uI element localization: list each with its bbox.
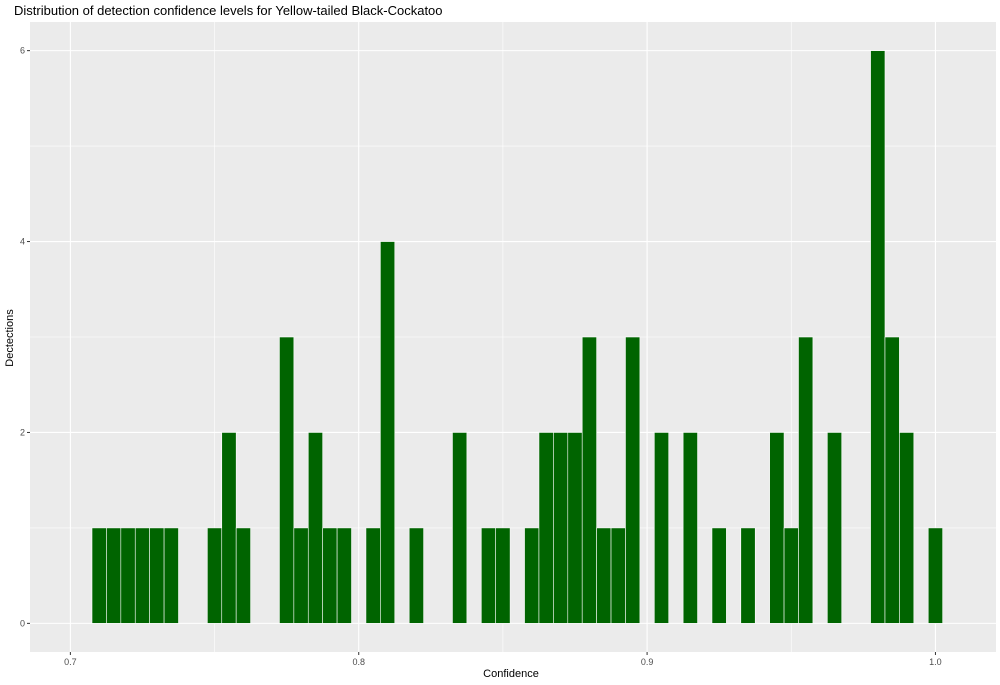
histogram-bars: [91, 50, 943, 624]
chart-title: Distribution of detection confidence lev…: [14, 3, 443, 18]
histogram-bar: [870, 50, 886, 624]
x-tick-label: 1.0: [929, 657, 942, 667]
histogram-bar: [91, 527, 107, 624]
histogram-bar: [783, 527, 799, 624]
histogram-bar: [163, 527, 179, 624]
y-tick-label: 2: [20, 427, 25, 437]
histogram-bar: [610, 527, 626, 624]
histogram-bar: [495, 527, 511, 624]
histogram-bar: [120, 527, 136, 624]
histogram-bar: [149, 527, 165, 624]
histogram-bar: [524, 527, 540, 624]
y-tick-label: 0: [20, 618, 25, 628]
histogram-bar: [380, 241, 396, 624]
histogram-bar: [567, 432, 583, 624]
histogram-bar: [106, 527, 122, 624]
histogram-bar: [927, 527, 943, 624]
histogram-bar: [279, 336, 295, 624]
x-tick-label: 0.9: [641, 657, 654, 667]
histogram-bar: [711, 527, 727, 624]
histogram-bar: [336, 527, 352, 624]
histogram-bar: [480, 527, 496, 624]
x-axis-title: Confidence: [483, 668, 539, 680]
histogram-bar: [682, 432, 698, 624]
histogram-bar: [307, 432, 323, 624]
histogram-bar: [553, 432, 569, 624]
y-tick-label: 4: [20, 237, 25, 247]
histogram-bar: [408, 527, 424, 624]
y-axis-title: Dectections: [4, 309, 16, 367]
histogram-bar: [769, 432, 785, 624]
histogram-bar: [581, 336, 597, 624]
x-tick-label: 0.8: [352, 657, 365, 667]
histogram-bar: [653, 432, 670, 624]
histogram-bar: [235, 527, 251, 624]
histogram-bar: [365, 527, 381, 624]
histogram-bar: [207, 527, 223, 624]
histogram-bar: [884, 336, 900, 624]
histogram-bar: [322, 527, 338, 624]
axes: 0.7 0.8 0.9 1.0 0 2 4 6: [20, 46, 942, 667]
histogram-bar: [134, 527, 150, 624]
histogram-bar: [293, 527, 309, 624]
x-tick-label: 0.7: [64, 657, 77, 667]
histogram-bar: [452, 432, 468, 624]
histogram-bar: [538, 432, 554, 624]
histogram-bar: [596, 527, 612, 624]
histogram-bar: [827, 432, 843, 624]
y-tick-label: 6: [20, 46, 25, 56]
histogram-bar: [798, 336, 814, 624]
histogram-bar: [740, 527, 756, 624]
histogram-bar: [221, 432, 237, 624]
histogram-bar: [625, 336, 641, 624]
histogram-bar: [899, 432, 915, 624]
